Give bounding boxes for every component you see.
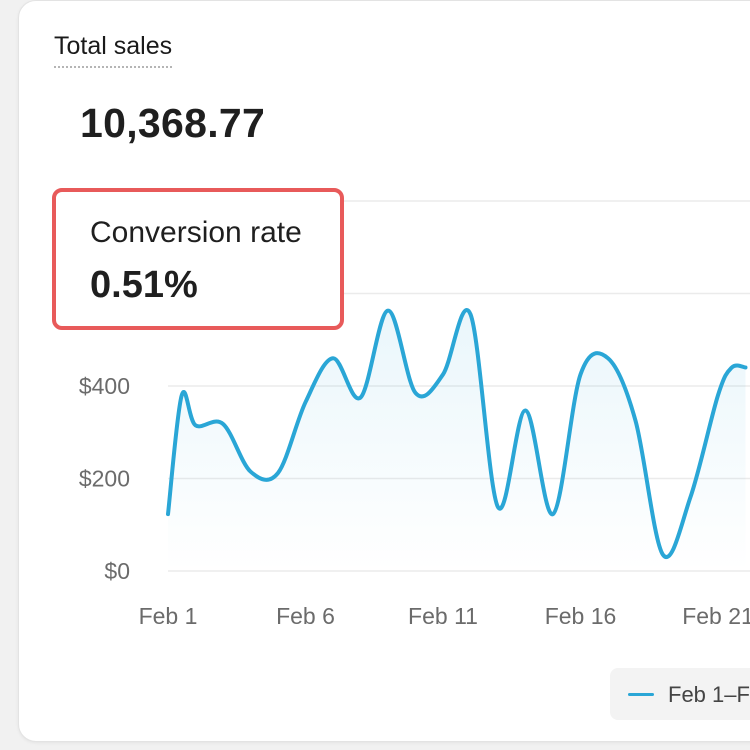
legend-line-swatch [628, 693, 654, 696]
x-tick-label: Feb 6 [276, 603, 335, 629]
y-tick-label: $0 [104, 558, 130, 584]
y-tick-label: $200 [79, 466, 130, 492]
y-tick-label: $400 [79, 373, 130, 399]
series-line [166, 308, 748, 560]
x-tick-label: Feb 21 [682, 603, 750, 629]
legend-label: Feb 1–F [668, 682, 750, 707]
x-tick-label: Feb 16 [545, 603, 617, 629]
card-title[interactable]: Total sales [54, 32, 173, 68]
chart-legend[interactable]: Feb 1–F [610, 668, 750, 720]
conversion-rate-value: 0.51% [90, 264, 198, 306]
x-tick-label: Feb 1 [139, 603, 198, 629]
x-tick-label: Feb 11 [408, 603, 478, 629]
series-area [168, 309, 746, 571]
conversion-rate-label: Conversion rate [90, 216, 302, 249]
conversion-rate-highlight: Conversion rate 0.51% [52, 188, 344, 330]
total-sales-value: 10,368.77 [80, 100, 266, 146]
